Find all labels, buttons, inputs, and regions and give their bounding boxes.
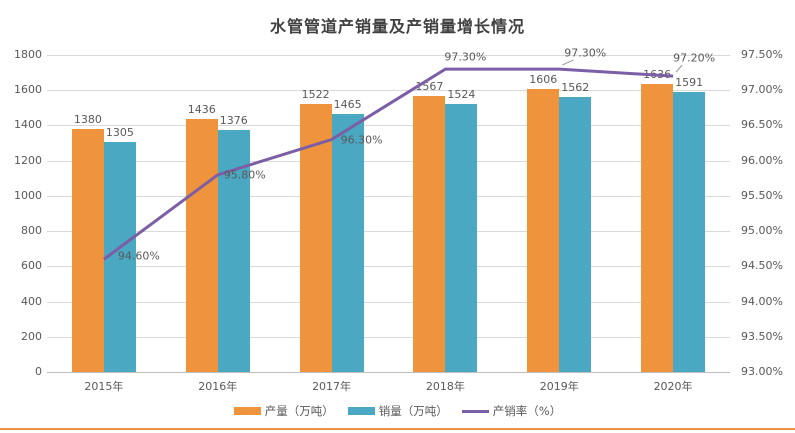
left-axis-tick: 400 [21,294,42,308]
x-axis-label: 2020年 [653,380,693,393]
right-axis-tick: 96.00% [741,153,783,167]
legend-label: 产销率（%） [492,404,562,418]
left-axis-tick: 1800 [14,48,42,61]
right-axis-tick: 94.00% [741,294,783,308]
legend-item-产量（万吨）: 产量（万吨） [233,403,334,419]
bar-销量（万吨）-2019年 [559,96,592,372]
gridline [47,266,730,268]
rate-point-label: 95.80% [223,168,266,182]
legend-label: 产量（万吨） [264,404,334,418]
bar-value-label: 1380 [73,112,102,126]
left-axis-tick: 1600 [14,83,42,97]
bottom-divider [0,428,795,430]
legend-item-产销率（%）: 产销率（%） [461,403,562,419]
left-axis-tick: 0 [35,365,42,378]
left-axis-tick: 200 [21,329,42,343]
bar-销量（万吨）-2020年 [673,91,706,372]
bar-产量（万吨）-2020年 [641,83,674,372]
rate-point-label: 97.30% [564,46,607,60]
bar-销量（万吨）-2018年 [445,103,478,372]
bar-产量（万吨）-2015年 [71,128,104,372]
right-axis-tick: 95.00% [741,224,783,238]
legend-bar-swatch [347,407,375,415]
left-axis-tick: 1400 [14,118,42,132]
x-axis-label: 2015年 [84,380,124,393]
right-axis-tick: 97.50% [741,48,783,61]
x-axis-line [47,372,730,373]
bar-产量（万吨）-2017年 [299,103,332,372]
left-axis-tick: 800 [21,224,42,238]
right-axis-tick: 95.50% [741,188,783,202]
x-axis-label: 2019年 [539,380,579,393]
legend-label: 销量（万吨） [378,404,448,418]
rate-point-label: 96.30% [340,133,383,147]
left-axis-tick: 600 [21,259,42,273]
right-axis-tick: 93.00% [741,365,783,378]
legend-item-销量（万吨）: 销量（万吨） [347,403,448,419]
rate-point-label: 94.60% [117,249,160,263]
x-axis-label: 2016年 [198,380,238,393]
right-axis-tick: 96.50% [741,118,783,132]
gridline [47,336,730,338]
rate-point-label: 97.30% [444,50,487,64]
gridline [47,195,730,197]
right-axis-tick: 97.00% [741,83,783,97]
gridline [47,55,730,56]
legend-bar-swatch [233,407,261,415]
bar-value-label: 1305 [105,126,134,140]
rate-point-label: 97.20% [673,51,716,65]
left-axis-tick: 1200 [14,153,42,167]
bar-value-label: 1562 [561,80,590,94]
bar-value-label: 1524 [447,87,476,101]
chart-title: 水管管道产销量及产销量增长情况 [269,17,525,36]
left-axis-tick: 1000 [14,188,42,202]
bar-value-label: 1465 [333,97,362,111]
bar-产量（万吨）-2019年 [527,89,560,372]
bar-销量（万吨）-2017年 [331,114,364,372]
bar-value-label: 1376 [219,113,248,127]
legend: 产量（万吨） 销量（万吨） 产销率（%） [0,403,795,419]
bar-产量（万吨）-2018年 [413,96,446,372]
bar-销量（万吨）-2016年 [217,129,250,372]
right-axis-tick: 94.50% [741,259,783,273]
legend-line-swatch [461,409,489,413]
right-axis-tick: 93.50% [741,329,783,343]
gridline [47,90,730,92]
plot-area: 1380 1436 1522 1567 1606 1636 1305 1376 1465 1524… [47,55,730,373]
bar-产量（万吨）-2016年 [185,119,218,372]
gridline [47,301,730,303]
x-axis-label: 2017年 [312,380,352,393]
x-axis-label: 2018年 [425,380,465,393]
gridline [47,160,730,162]
bar-value-label: 1591 [675,75,704,89]
gridline [47,231,730,233]
